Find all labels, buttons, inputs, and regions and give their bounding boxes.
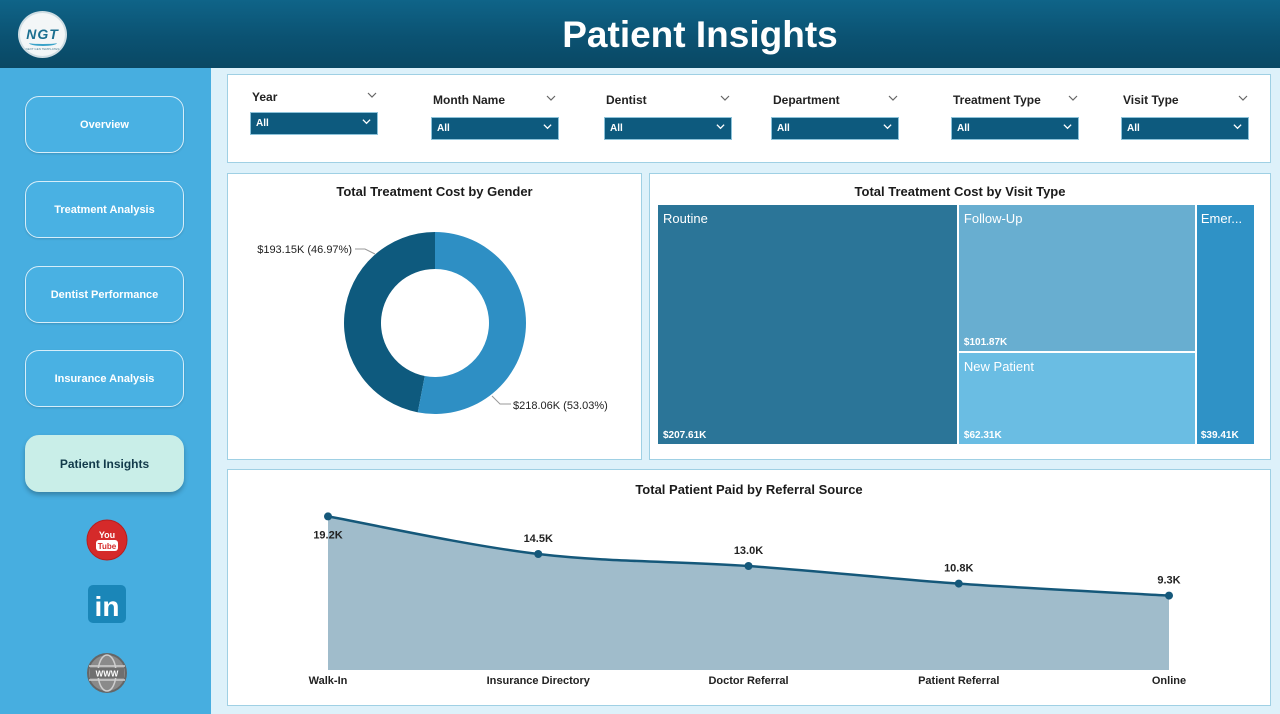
website-globe-icon[interactable]: WWW xyxy=(86,652,128,694)
data-point-0[interactable] xyxy=(324,512,332,521)
donut-slice-0[interactable] xyxy=(344,232,435,413)
nav-patient-insights-button[interactable]: Patient Insights xyxy=(25,435,184,492)
data-point-4[interactable] xyxy=(1165,591,1173,600)
youtube-icon[interactable]: You Tube xyxy=(86,519,128,561)
x-tick-label-3: Patient Referral xyxy=(918,675,999,687)
filter-visit-type-select[interactable]: All xyxy=(1121,117,1249,140)
referral-chart-panel: Total Patient Paid by Referral Source 19… xyxy=(227,469,1271,706)
filter-year-label: Year xyxy=(252,90,278,104)
referral-area-chart: 19.2K Walk-In 14.5K Insurance Directory 13.0… xyxy=(309,512,1186,687)
chevron-down-icon[interactable] xyxy=(367,90,377,100)
data-point-1[interactable] xyxy=(534,550,543,558)
donut-slice-1[interactable] xyxy=(417,232,526,414)
x-tick-label-2: Doctor Referral xyxy=(708,675,788,687)
slice-1-data-label: $218.06K (53.03%) xyxy=(513,400,608,412)
tile-new-patient-value: $62.31K xyxy=(963,429,1002,441)
logo-subtext: NEXT GEN TEMPLATES xyxy=(25,47,60,51)
filter-dentist-select[interactable]: All xyxy=(604,117,732,140)
dropdown-chevron-icon xyxy=(543,124,552,130)
dropdown-chevron-icon xyxy=(883,124,892,130)
logo-swoosh xyxy=(29,40,57,46)
data-label-1: 14.5K xyxy=(524,533,553,545)
filter-treatment-type-value: All xyxy=(957,123,970,134)
data-label-0: 19.2K xyxy=(313,529,342,541)
filter-department-value: All xyxy=(777,123,790,134)
x-tick-label-0: Walk-In xyxy=(309,675,348,687)
gender-chart-title: Total Treatment Cost by Gender xyxy=(336,184,533,199)
filter-visit-type-value: All xyxy=(1127,123,1140,134)
filter-visit-type-label: Visit Type xyxy=(1123,93,1179,107)
visit-type-chart-title: Total Treatment Cost by Visit Type xyxy=(854,184,1066,199)
tile-follow-up-value: $101.87K xyxy=(963,337,1008,349)
filter-month-value: All xyxy=(437,123,450,134)
filter-dentist-value: All xyxy=(610,123,623,134)
data-point-3[interactable] xyxy=(954,579,963,588)
filter-dentist-label: Dentist xyxy=(606,93,647,107)
filter-month-label: Month Name xyxy=(433,93,505,107)
slice-1-leader-line xyxy=(491,395,511,405)
dropdown-chevron-icon xyxy=(1233,124,1242,130)
treemap-tile-follow-up[interactable]: Follow-Up $101.87K xyxy=(958,205,1195,352)
filter-department-select[interactable]: All xyxy=(771,117,899,140)
tile-new-patient-label: New Patient xyxy=(963,359,1034,375)
website-text: WWW xyxy=(96,670,119,679)
slice-0-data-label: $193.15K (46.97%) xyxy=(257,244,352,256)
youtube-text-top: You xyxy=(99,530,115,540)
filter-year-value: All xyxy=(256,118,269,129)
x-tick-label-4: Online xyxy=(1152,675,1186,687)
treemap-tile-routine[interactable]: Routine $207.61K xyxy=(658,205,957,444)
referral-chart-title: Total Patient Paid by Referral Source xyxy=(635,482,863,497)
filter-year-select[interactable]: All xyxy=(250,112,378,135)
tile-routine-value: $207.61K xyxy=(663,430,707,441)
filter-treatment-type-select[interactable]: All xyxy=(951,117,1079,140)
nav-dentist-performance-button[interactable]: Dentist Performance xyxy=(25,266,184,323)
dropdown-chevron-icon xyxy=(1063,124,1072,130)
data-label-4: 9.3K xyxy=(1157,575,1180,587)
tile-follow-up-label: Follow-Up xyxy=(963,211,1023,226)
nav-overview-button[interactable]: Overview xyxy=(25,96,184,153)
filters-panel: Year All Month Name All Dentist All Depa… xyxy=(227,74,1271,163)
linkedin-text: in xyxy=(95,591,120,622)
filter-department-label: Department xyxy=(773,93,840,107)
filter-treatment-type-label: Treatment Type xyxy=(953,93,1041,107)
dropdown-chevron-icon xyxy=(362,119,371,125)
chevron-down-icon[interactable] xyxy=(546,93,556,103)
company-logo[interactable]: NGT NEXT GEN TEMPLATES xyxy=(18,11,67,58)
tile-emergency-label: Emer... xyxy=(1200,211,1243,226)
chevron-down-icon[interactable] xyxy=(888,93,898,103)
nav-insurance-analysis-button[interactable]: Insurance Analysis xyxy=(25,350,184,407)
header-bar: NGT NEXT GEN TEMPLATES Patient Insights xyxy=(0,0,1280,68)
gender-donut-chart: $193.15K (46.97%) $218.06K (53.03%) xyxy=(257,232,608,414)
data-label-3: 10.8K xyxy=(944,563,973,575)
filter-month-select[interactable]: All xyxy=(431,117,559,140)
treemap-tile-new-patient[interactable]: New Patient $62.31K xyxy=(958,353,1195,444)
tile-routine-label: Routine xyxy=(663,211,708,226)
x-tick-label-1: Insurance Directory xyxy=(487,675,591,687)
treemap-tile-emergency[interactable]: Emer... $39.41K xyxy=(1196,205,1254,444)
tile-emergency-value: $39.41K xyxy=(1200,430,1239,441)
youtube-text-bottom: Tube xyxy=(98,542,117,551)
chevron-down-icon[interactable] xyxy=(1068,93,1078,103)
page-title: Patient Insights xyxy=(562,14,838,55)
visit-type-treemap: Routine $207.61K Follow-Up $101.87K New … xyxy=(658,205,1254,444)
logo-text: NGT xyxy=(26,26,59,42)
chevron-down-icon[interactable] xyxy=(720,93,730,103)
visit-type-chart-panel: Total Treatment Cost by Visit Type Routi… xyxy=(649,173,1271,460)
dropdown-chevron-icon xyxy=(716,124,725,130)
chevron-down-icon[interactable] xyxy=(1238,93,1248,103)
linkedin-icon[interactable]: in xyxy=(86,583,128,625)
data-point-2[interactable] xyxy=(744,562,753,570)
slice-0-leader-line xyxy=(355,248,376,255)
data-label-2: 13.0K xyxy=(734,545,763,557)
gender-chart-panel: Total Treatment Cost by Gender $193.15K … xyxy=(227,173,642,460)
nav-treatment-analysis-button[interactable]: Treatment Analysis xyxy=(25,181,184,238)
sidebar: Overview Treatment Analysis Dentist Perf… xyxy=(0,68,211,714)
